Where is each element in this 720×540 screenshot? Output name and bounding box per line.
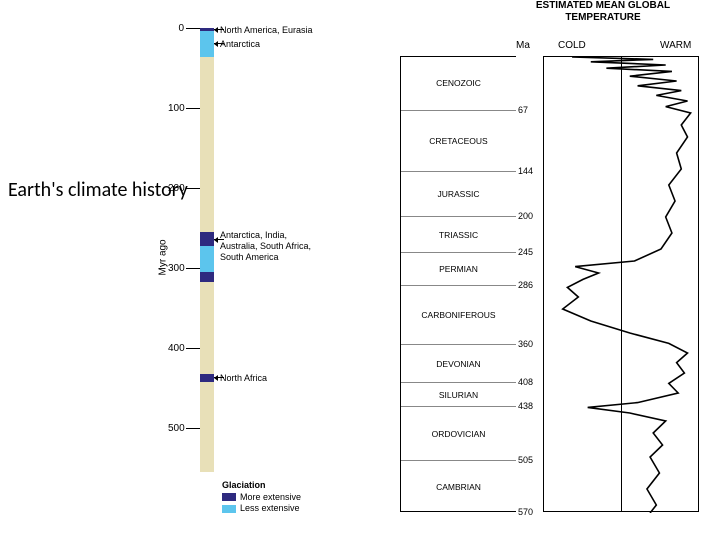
glaciation-segment	[200, 272, 214, 282]
header-warm: WARM	[660, 40, 691, 51]
glaciation-annotation: Antarctica, India,Australia, South Afric…	[220, 230, 311, 262]
ma-boundary-label: 408	[518, 377, 533, 387]
period-cell: CARBONIFEROUS	[401, 286, 516, 345]
timeline-tick	[186, 108, 200, 109]
timeline-tick-label: 100	[168, 103, 184, 114]
timeline-tick	[186, 428, 200, 429]
temperature-curve	[544, 57, 700, 513]
legend-item: Less extensive	[222, 503, 301, 515]
ma-boundary-label: 286	[518, 280, 533, 290]
legend-item: More extensive	[222, 492, 301, 504]
ma-boundary-label: 438	[518, 401, 533, 411]
header-ma: Ma	[516, 40, 530, 51]
ma-boundary-label: 360	[518, 339, 533, 349]
page-title: Earth's climate history	[8, 178, 188, 202]
ma-boundary-label: 570	[518, 507, 533, 517]
glaciation-legend: Glaciation More extensiveLess extensive	[222, 480, 301, 515]
timeline-tick-label: 0	[168, 23, 184, 34]
legend-title: Glaciation	[222, 480, 301, 492]
timeline-tick	[186, 188, 200, 189]
temperature-plot	[543, 56, 699, 512]
period-table: CENOZOICCRETACEOUSJURASSICTRIASSICPERMIA…	[400, 56, 516, 512]
y-axis-label: Myr ago	[158, 239, 169, 275]
period-cell: SILURIAN	[401, 383, 516, 407]
ma-boundary-label: 245	[518, 247, 533, 257]
glaciation-segment	[200, 246, 214, 272]
header-cold: COLD	[558, 40, 586, 51]
timeline-tick-label: 400	[168, 343, 184, 354]
glaciation-timeline: Myr ago Glaciation More extensiveLess ex…	[168, 20, 378, 520]
chart-headers: Ma COLD WARM	[398, 40, 708, 54]
timeline-tick	[186, 268, 200, 269]
glaciation-annotation: Antarctica	[220, 39, 260, 50]
period-cell: JURASSIC	[401, 172, 516, 217]
glaciation-annotation: North Africa	[220, 373, 267, 384]
ma-boundary-label: 144	[518, 166, 533, 176]
period-cell: CRETACEOUS	[401, 111, 516, 173]
timeline-tick-label: 300	[168, 263, 184, 274]
period-cell: CENOZOIC	[401, 57, 516, 111]
glaciation-segment	[200, 374, 214, 382]
period-cell: TRIASSIC	[401, 217, 516, 253]
glaciation-annotation: North America, Eurasia	[220, 25, 313, 36]
timeline-tick	[186, 348, 200, 349]
timeline-tick	[186, 28, 200, 29]
period-cell: DEVONIAN	[401, 345, 516, 383]
timeline-tick-label: 500	[168, 423, 184, 434]
geologic-column: ESTIMATED MEAN GLOBAL TEMPERATURE Ma COL…	[398, 0, 708, 540]
period-cell: CAMBRIAN	[401, 461, 516, 513]
timeline-bar	[200, 28, 214, 472]
ma-boundary-label: 200	[518, 211, 533, 221]
period-cell: PERMIAN	[401, 253, 516, 286]
ma-boundary-label: 67	[518, 105, 528, 115]
glaciation-segment	[200, 232, 214, 246]
timeline-tick-label: 200	[168, 183, 184, 194]
ma-boundary-label: 505	[518, 455, 533, 465]
chart-title: ESTIMATED MEAN GLOBAL TEMPERATURE	[508, 0, 698, 24]
glaciation-segment	[200, 31, 214, 57]
period-cell: ORDOVICIAN	[401, 407, 516, 461]
